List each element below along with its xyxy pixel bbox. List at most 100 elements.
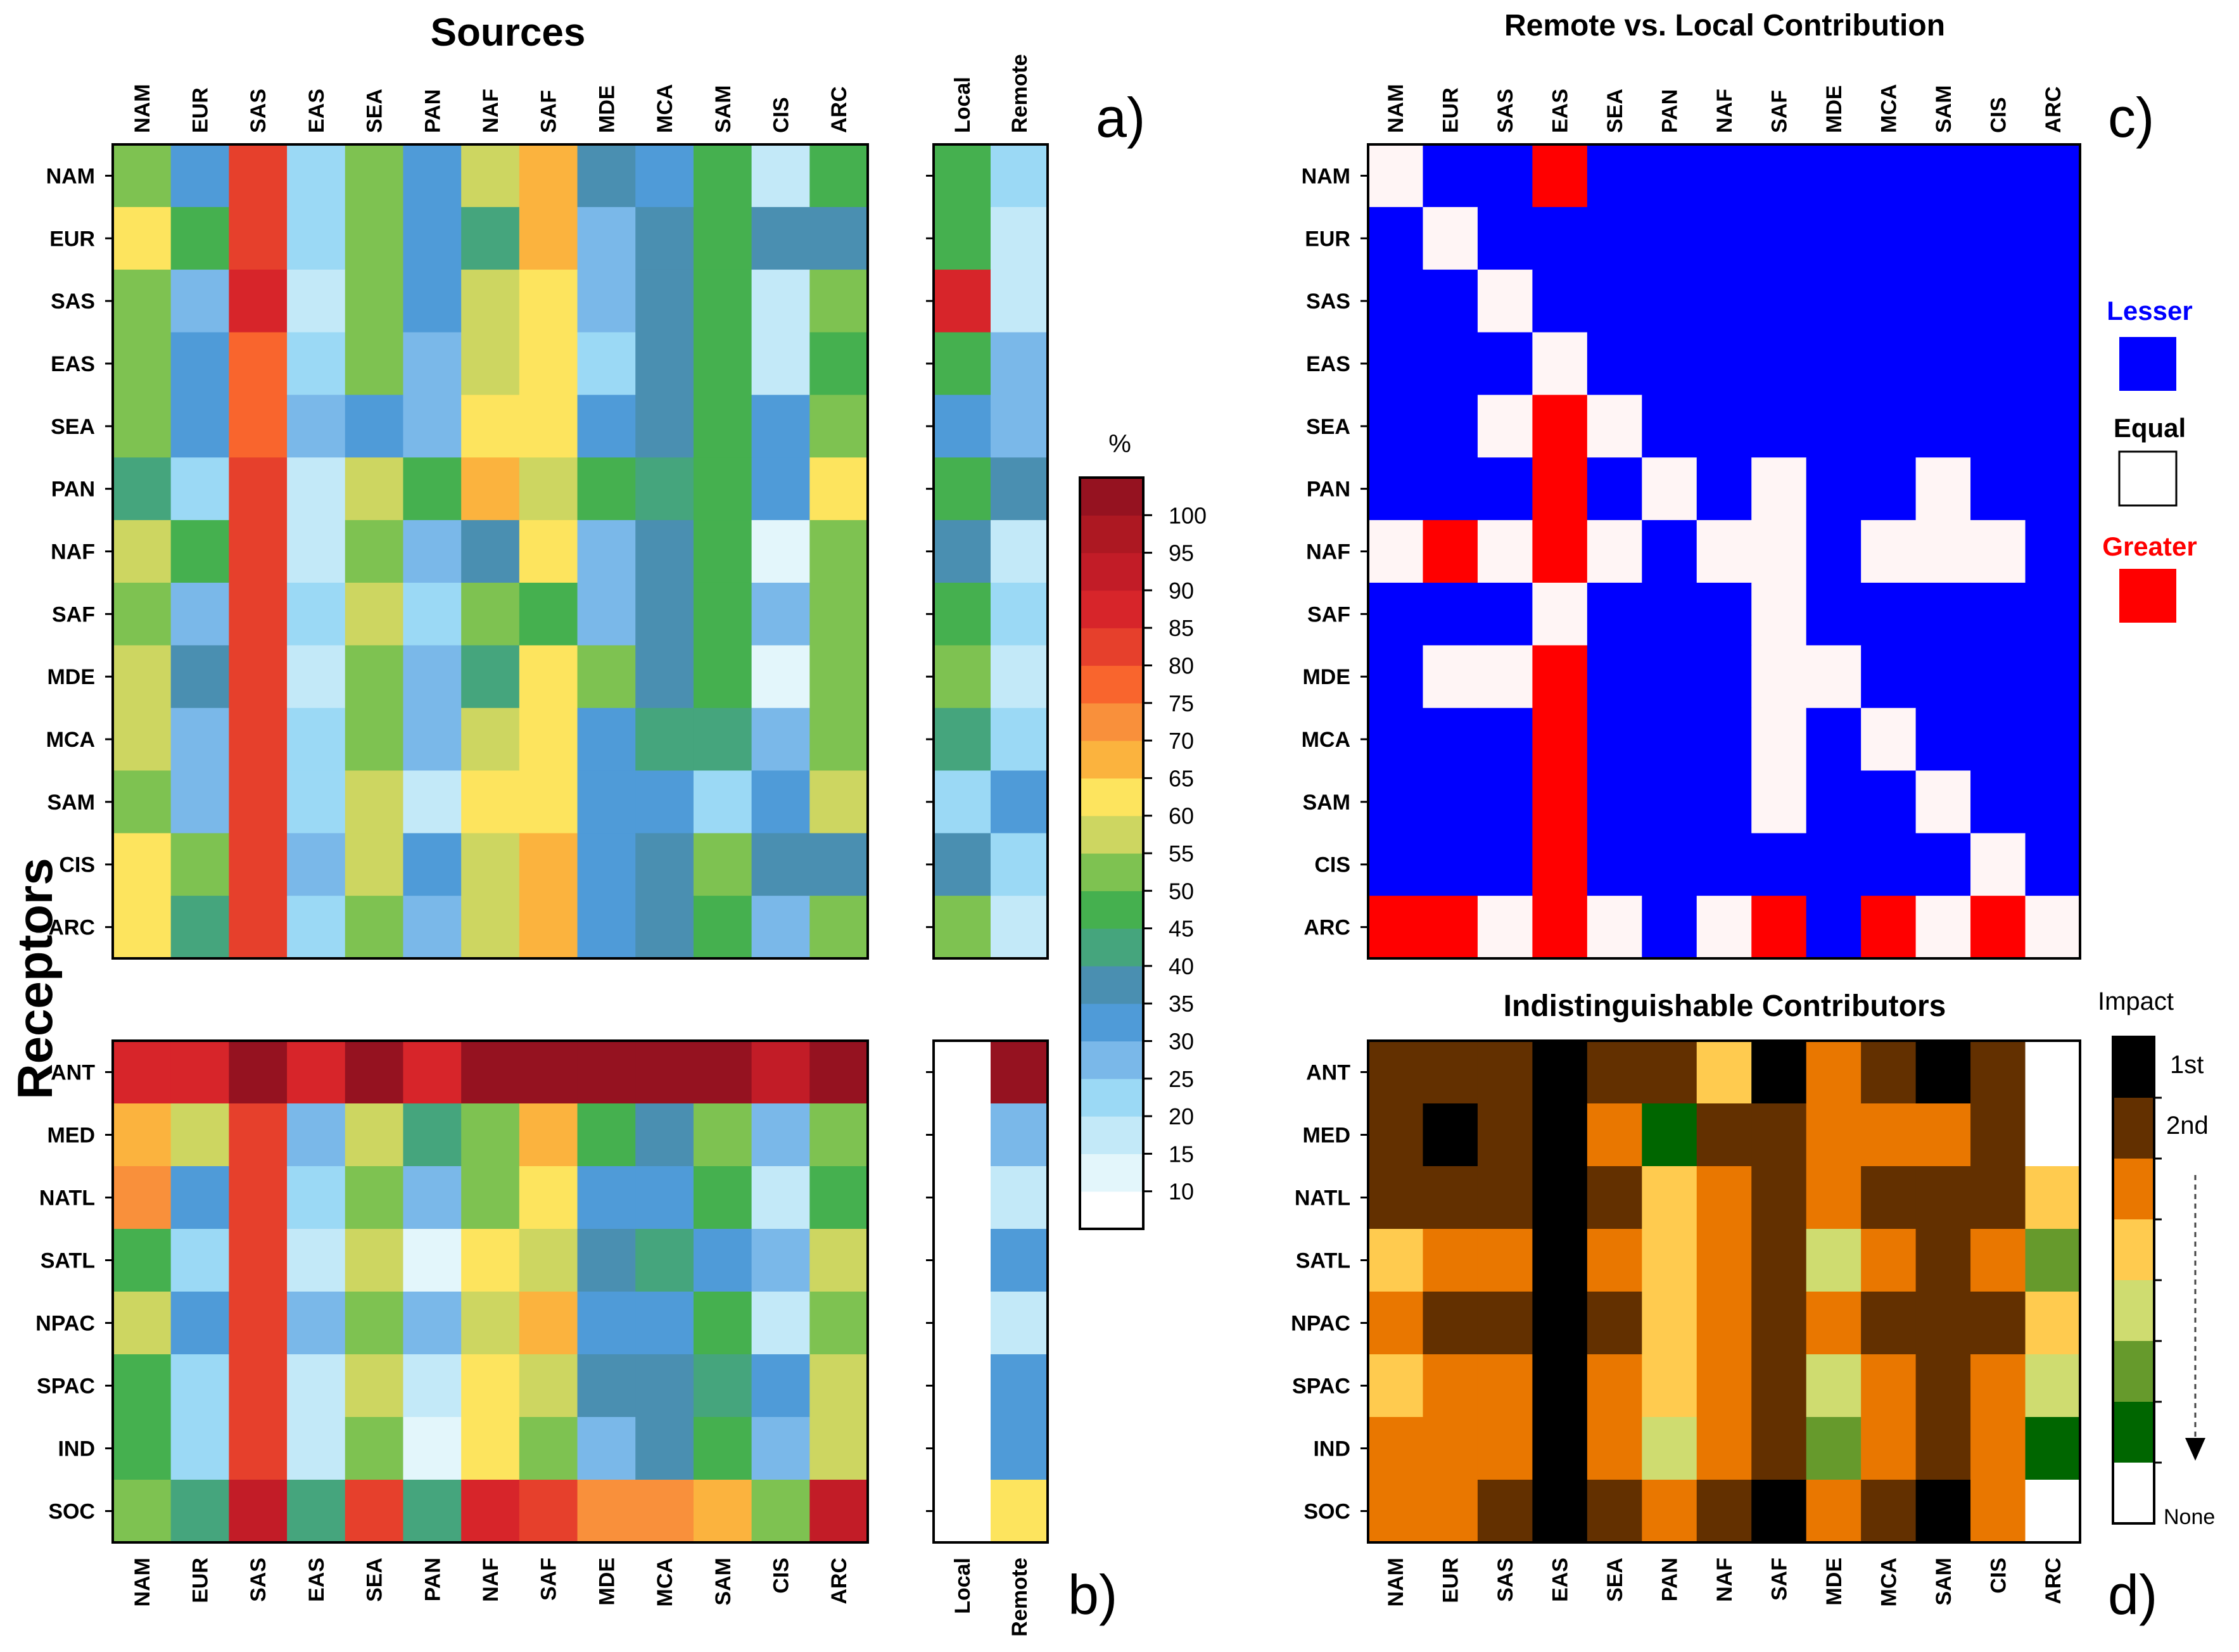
heatmap-b-cell [635, 1229, 694, 1292]
rl-receptor-label-sea: SEA [1306, 415, 1350, 439]
local-remote-a-cell [991, 457, 1048, 521]
heatmap-d-cell [1970, 1041, 2026, 1104]
heatmap-c-cell [1970, 708, 2026, 772]
heatmap-b-cell [751, 1480, 810, 1543]
heatmap-d-cell [2025, 1229, 2081, 1292]
local-remote-b-cell [934, 1354, 991, 1418]
local-remote-a-cell [934, 645, 991, 709]
heatmap-d-cell [1751, 1041, 1807, 1104]
heatmap-b-cell [170, 1292, 229, 1355]
heatmap-d-cell [1696, 1417, 1752, 1480]
impact-legend-swatch [2113, 1280, 2154, 1342]
heatmap-c-cell [1806, 457, 1862, 521]
heatmap-d-cell [1970, 1229, 2026, 1292]
heatmap-c-cell [1423, 770, 1478, 834]
heatmap-b-cell [577, 1480, 636, 1543]
colorbar-tick-label: 50 [1169, 878, 1194, 904]
heatmap-b-cell [229, 1417, 288, 1480]
heatmap-d-cell [1861, 1292, 1917, 1355]
heatmap-a-cell [751, 269, 810, 333]
ind-receptor-label-soc: SOC [1303, 1500, 1350, 1524]
heatmap-c-cell [1751, 520, 1807, 583]
colorbar-segment [1080, 928, 1143, 967]
heatmap-a-cell [519, 206, 578, 270]
heatmap-a-cell [577, 645, 636, 709]
heatmap-a-cell [345, 332, 404, 395]
receptor-label-nam: NAM [46, 164, 95, 188]
heatmap-a-cell [461, 833, 520, 896]
local-remote-a-cell [934, 457, 991, 521]
heatmap-b-cell [403, 1417, 462, 1480]
heatmap-d-cell [1642, 1041, 1697, 1104]
colorbar-tick-label: 10 [1169, 1179, 1194, 1205]
heatmap-c-cell [1477, 833, 1533, 896]
local-remote-b-cell [991, 1229, 1048, 1292]
heatmap-c-cell [1587, 896, 1642, 959]
heatmap-d-cell [1642, 1480, 1697, 1543]
impact-legend-swatch [2113, 1159, 2154, 1220]
heatmap-c-cell [2025, 770, 2081, 834]
heatmap-d-cell [1423, 1292, 1478, 1355]
impact-arrow-head [2185, 1438, 2205, 1461]
heatmap-a-cell [693, 395, 752, 458]
heatmap-d-cell [1532, 1292, 1588, 1355]
heatmap-d-cell [2025, 1480, 2081, 1543]
local-remote-a-cell [991, 582, 1048, 646]
heatmap-a-cell [635, 457, 694, 521]
heatmap-c-cell [1696, 269, 1752, 333]
heatmap-a-cell [751, 206, 810, 270]
heatmap-c-cell [1806, 770, 1862, 834]
heatmap-b-cell [577, 1354, 636, 1418]
heatmap-c-cell [1423, 833, 1478, 896]
heatmap-b-cell [345, 1417, 404, 1480]
heatmap-d-cell [1477, 1103, 1533, 1167]
heatmap-a-cell [345, 708, 404, 772]
local-remote-a-cell [991, 206, 1048, 270]
heatmap-b-cell [461, 1229, 520, 1292]
panel-a-label: a) [1096, 86, 1145, 149]
heatmap-c-cell [1751, 896, 1807, 959]
heatmap-d-cell [1970, 1480, 2026, 1543]
local-remote-b-cell [991, 1292, 1048, 1355]
heatmap-c-cell [1532, 896, 1588, 959]
heatmap-b-cell [809, 1041, 868, 1104]
heatmap-b-cell [287, 1166, 346, 1229]
source-label-bottom-nam: NAM [130, 1558, 155, 1606]
heatmap-a-cell [287, 708, 346, 772]
heatmap-a-cell [519, 833, 578, 896]
heatmap-d-cell [1642, 1292, 1697, 1355]
heatmap-c-cell [1861, 582, 1917, 646]
receptor-label-soc: SOC [48, 1500, 95, 1524]
colorbar-tick-label: 95 [1169, 540, 1194, 566]
heatmap-a-cell [403, 332, 462, 395]
heatmap-b-cell [170, 1480, 229, 1543]
receptors-label: Receptors [7, 858, 63, 1099]
remote-label-top: Remote [1008, 54, 1032, 133]
heatmap-a-cell [577, 833, 636, 896]
heatmap-a-cell [751, 582, 810, 646]
heatmap-c-cell [1532, 144, 1588, 208]
heatmap-c-cell [1970, 770, 2026, 834]
heatmap-b-cell [170, 1229, 229, 1292]
local-remote-a-cell [991, 708, 1048, 772]
colorbar-tick-label: 25 [1169, 1066, 1194, 1092]
heatmap-c-cell [1368, 395, 1424, 458]
source-label-top-saf: SAF [537, 90, 561, 133]
local-remote-a-cell [991, 144, 1048, 208]
ind-receptor-label-spac: SPAC [1292, 1375, 1350, 1399]
heatmap-a-cell [809, 332, 868, 395]
heatmap-b-cell [519, 1229, 578, 1292]
heatmap-a-cell [635, 708, 694, 772]
heatmap-b-cell [693, 1041, 752, 1104]
heatmap-d-cell [1751, 1292, 1807, 1355]
heatmap-b-cell [635, 1354, 694, 1418]
heatmap-a-cell [403, 582, 462, 646]
heatmap-a-cell [403, 144, 462, 208]
heatmap-c-cell [1751, 833, 1807, 896]
heatmap-a-cell [693, 520, 752, 583]
heatmap-b-cell [519, 1103, 578, 1167]
receptor-label-mde: MDE [47, 665, 95, 689]
heatmap-c-cell [1477, 520, 1533, 583]
heatmap-b-cell [345, 1166, 404, 1229]
local-remote-a-cell [991, 395, 1048, 458]
